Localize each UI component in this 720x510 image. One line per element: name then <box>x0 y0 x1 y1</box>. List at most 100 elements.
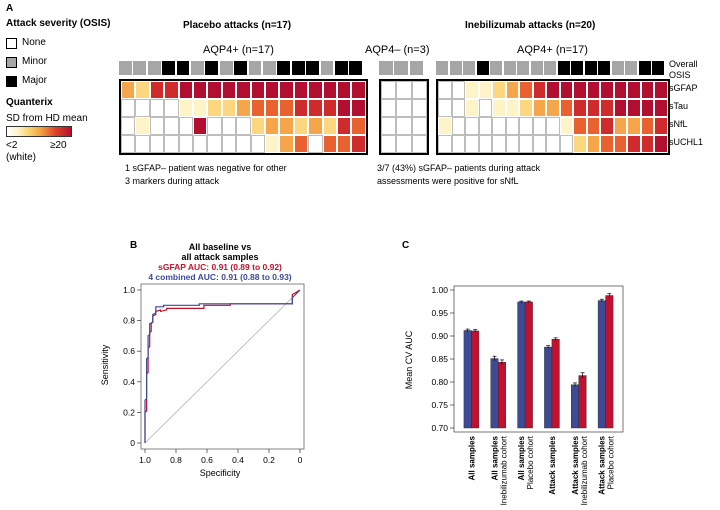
ineb-aqp4pos-heatmap-frame <box>436 79 670 155</box>
placebo-aqp4pos-heat-cell <box>135 117 150 135</box>
ineb-aqp4pos-heat-cell <box>465 99 479 117</box>
legend-title: Attack severity (OSIS) <box>6 18 111 29</box>
placebo-aqp4pos-heat-cell <box>279 99 294 117</box>
ineb-aqp4pos-heat-cell <box>573 135 587 153</box>
bar-chart: Mean CV AUC 0.70 0.75 0.80 0.85 0.90 0.95 1.00… <box>404 285 624 505</box>
bar-category-sublabel: Placebo cohort <box>526 435 535 489</box>
ineb-aqp4pos-heat-cell <box>465 81 479 99</box>
roc-xtick-label: 0.8 <box>170 455 182 465</box>
placebo-aqp4pos-osis-cell <box>291 61 305 75</box>
row-label-snfl: sNfL <box>669 119 688 129</box>
ineb-aqp4pos-osis-cell <box>503 61 516 75</box>
ineb-aqp4pos-osis-cell <box>476 61 489 75</box>
placebo-aqp4pos-osis-cell <box>335 61 348 75</box>
ineb-aqp4pos-heat-cell <box>532 135 546 153</box>
ineb-aqp4pos-title: AQP4+ (n=17) <box>517 44 588 56</box>
placebo-aqp4pos-heat-cell <box>221 99 237 117</box>
ineb-aqp4pos-heat-cell <box>600 99 614 117</box>
placebo-aqp4pos-heat-cell <box>250 117 265 135</box>
ineb-aqp4neg-heat-cell <box>411 117 427 135</box>
ineb-aqp4pos-heat-cell <box>627 81 641 99</box>
roc-series-sgfap <box>144 289 301 443</box>
placebo-aqp4pos-heat-cell <box>265 135 280 153</box>
placebo-aqp4pos-heat-cell <box>351 117 366 135</box>
ineb-aqp4neg-title: AQP4– (n=3) <box>365 44 430 56</box>
ineb-aqp4neg-heat-cell <box>381 81 397 99</box>
note-right-line1: 3/7 (43%) sGFAP– patients during attack <box>377 163 541 173</box>
ineb-aqp4pos-heat-cell <box>640 117 654 135</box>
placebo-aqp4pos-heat-cell <box>250 81 265 99</box>
placebo-aqp4pos-heat-cell <box>337 99 352 117</box>
roc-ytick-label: 0.8 <box>123 316 135 326</box>
ineb-aqp4pos-osis-cell <box>530 61 543 75</box>
ineb-aqp4pos-heat-cell <box>586 117 600 135</box>
placebo-aqp4pos-heat-cell <box>135 81 150 99</box>
ineb-aqp4pos-heat-cell <box>586 135 600 153</box>
ineb-aqp4pos-heat-cell <box>519 135 533 153</box>
scale-low-note: (white) <box>6 152 37 163</box>
ineb-aqp4pos-heat-cell <box>654 99 668 117</box>
placebo-aqp4pos-osis-cell <box>263 61 276 75</box>
placebo-aqp4pos-heat-cell <box>164 99 179 117</box>
placebo-aqp4pos-heat-cell <box>351 81 366 99</box>
ineb-aqp4pos-heat-cell <box>654 81 668 99</box>
placebo-aqp4pos-heat-cell <box>293 135 309 153</box>
ineb-aqp4pos-osis-cell <box>652 61 664 75</box>
roc-title-line2: all attack samples <box>181 252 258 262</box>
roc-chart: All baseline vs all attack samples sGFAP… <box>100 242 305 478</box>
osis-label-1: Overall <box>669 59 698 69</box>
ineb-aqp4pos-heat-cell <box>613 99 627 117</box>
ineb-aqp4pos-heat-cell <box>640 135 654 153</box>
placebo-aqp4pos-heat-cell <box>279 81 294 99</box>
placebo-aqp4pos-osis-cell <box>248 61 262 75</box>
placebo-aqp4pos-heat-cell <box>193 117 208 135</box>
placebo-aqp4pos-title: AQP4+ (n=17) <box>203 44 274 56</box>
ineb-aqp4pos-heat-cell <box>573 99 587 117</box>
placebo-aqp4pos-osis-cell <box>147 61 161 75</box>
ineb-aqp4pos-osis-cell <box>584 61 597 75</box>
placebo-aqp4pos-heat-cell <box>265 117 280 135</box>
panel-a-label: A <box>6 3 14 14</box>
legend-swatch-major <box>6 76 17 87</box>
osis-label-2: OSIS <box>669 70 691 80</box>
placebo-aqp4pos-heat-cell <box>322 81 337 99</box>
ineb-aqp4pos-heat-cell <box>465 117 479 135</box>
ineb-aqp4pos-heat-cell <box>451 117 465 135</box>
ineb-aqp4neg-heat-cell <box>396 117 412 135</box>
bar-4-0 <box>571 384 579 429</box>
placebo-aqp4pos-heat-cell <box>308 99 323 117</box>
bar-ytick-label: 0.85 <box>431 354 448 364</box>
placebo-aqp4pos-osis-cell <box>320 61 334 75</box>
bar-1-0 <box>490 358 499 429</box>
placebo-aqp4pos-heat-cell <box>351 99 366 117</box>
ineb-aqp4pos-osis-cell <box>490 61 502 75</box>
roc-xtick-label: 1.0 <box>139 455 151 465</box>
ineb-aqp4pos-heat-cell <box>586 81 600 99</box>
ineb-aqp4pos-heat-cell <box>559 81 573 99</box>
placebo-aqp4pos-heat-cell <box>207 81 222 99</box>
bar-0-0 <box>463 330 472 429</box>
bar-category-label: All samples <box>490 435 499 480</box>
bar-category-sublabel: Placebo cohort <box>607 435 616 489</box>
ineb-aqp4pos-osis-cell <box>638 61 651 75</box>
ineb-aqp4neg-osis-cell <box>409 61 424 75</box>
bar-ytick-label: 0.80 <box>431 377 448 387</box>
placebo-aqp4pos-heat-cell <box>149 81 165 99</box>
ineb-aqp4pos-heat-cell <box>573 117 587 135</box>
placebo-aqp4pos-heat-cell <box>279 135 294 153</box>
bar-category-label: Attack samples <box>571 435 580 494</box>
roc-ylabel: Sensitivity <box>100 344 110 385</box>
ineb-aqp4pos-heat-cell <box>438 81 452 99</box>
ineb-aqp4neg-osis-cell <box>394 61 409 75</box>
bar-0-1 <box>471 330 480 429</box>
legend-label-major: Major <box>22 75 48 86</box>
roc-plot-frame <box>140 283 305 450</box>
ineb-aqp4pos-heat-cell <box>451 81 465 99</box>
bar-3-0 <box>544 346 553 429</box>
placebo-aqp4pos-heat-cell <box>337 135 352 153</box>
placebo-aqp4pos-heat-cell <box>121 135 136 153</box>
legend-swatch-minor <box>6 57 17 68</box>
ineb-aqp4neg-heat-cell <box>411 81 427 99</box>
roc-xtick-label: 0.6 <box>201 455 213 465</box>
ineb-aqp4pos-heat-cell <box>519 99 533 117</box>
